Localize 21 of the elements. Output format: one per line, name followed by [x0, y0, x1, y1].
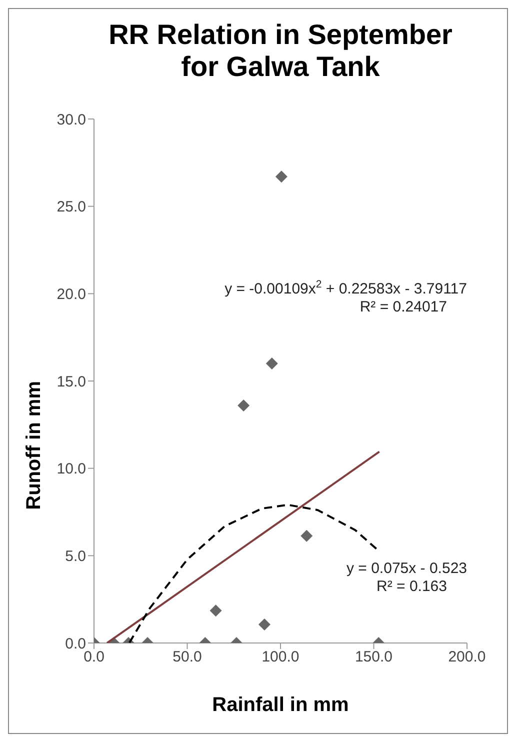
- annotation: R² = 0.24017: [360, 298, 447, 316]
- y-tick-label: 25.0: [56, 198, 86, 216]
- y-tick-label: 0.0: [65, 635, 86, 652]
- annotation: y = 0.075x - 0.523: [346, 560, 467, 578]
- y-tick-label: 30.0: [56, 111, 86, 128]
- point: [238, 399, 250, 412]
- y-tick-label: 15.0: [56, 373, 86, 390]
- y-tick-label: 20.0: [56, 286, 86, 303]
- annotation: R² = 0.163: [376, 578, 447, 596]
- y-tick-label: 10.0: [56, 460, 86, 478]
- x-tick-label: 150.0: [354, 648, 393, 666]
- x-tick-label: 200.0: [448, 648, 486, 666]
- y-tick-label: 5.0: [65, 548, 86, 565]
- annotation: y = -0.00109x$^{2}$ + 0.22583x - 3.79117: [224, 278, 467, 298]
- point: [266, 358, 278, 370]
- x-tick-label: 100.0: [262, 648, 300, 666]
- y-axis-title: Runoff in mm: [23, 381, 46, 510]
- x-tick-label: 0.0: [84, 648, 104, 666]
- chart-title: RR Relation in September for Galwa Tank: [108, 19, 454, 83]
- x-axis-title: Rainfall in mm: [212, 694, 349, 716]
- x-tick-label: 50.0: [172, 648, 202, 666]
